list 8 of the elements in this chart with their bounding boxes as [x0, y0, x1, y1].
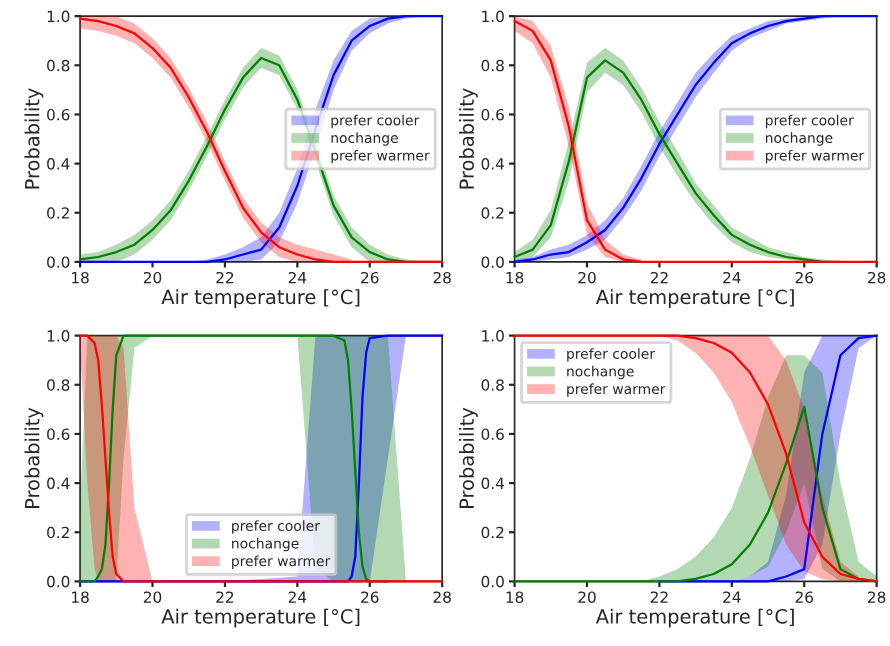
x-axis-title: Air temperature [°C]: [595, 289, 794, 309]
x-axis-title: Air temperature [°C]: [161, 608, 360, 628]
y-axis-title: Probability: [458, 88, 478, 189]
y-axis-title: Probability: [458, 407, 478, 508]
y-axis-title: Probability: [24, 88, 44, 189]
x-axis-title: Air temperature [°C]: [595, 608, 794, 628]
x-axis-title: Air temperature [°C]: [161, 289, 360, 309]
y-axis-title: Probability: [24, 407, 44, 508]
